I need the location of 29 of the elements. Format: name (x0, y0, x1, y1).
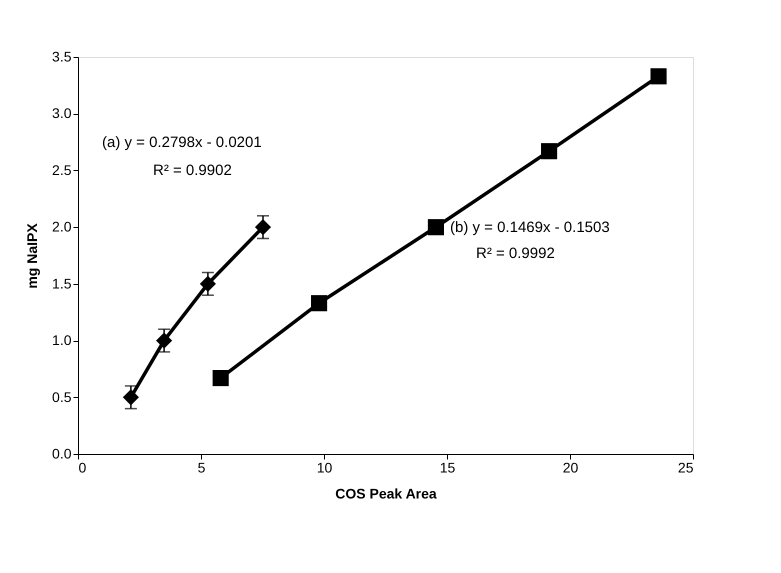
annotation: (b) y = 0.1469x - 0.1503 (450, 219, 610, 236)
y-tick-label: 0.5 (52, 388, 72, 405)
x-tick-label: 0 (78, 460, 86, 476)
y-tick-label: 1.0 (52, 332, 72, 348)
point (428, 219, 444, 236)
y-tick-label: 1.5 (52, 275, 72, 292)
x-tick-label: 15 (440, 460, 456, 476)
x-tick-label: 10 (316, 460, 332, 476)
y-tick-label: 0.0 (52, 446, 72, 462)
point (254, 219, 272, 236)
point (156, 332, 172, 349)
x-tick-label: 25 (678, 460, 694, 476)
y-tick-label: 2.0 (52, 218, 72, 235)
point (650, 68, 667, 84)
point (311, 295, 328, 312)
point (212, 370, 229, 386)
y-axis-title: mg NaIPX (24, 222, 40, 289)
y-tick-label: 3.5 (52, 48, 72, 64)
point (541, 143, 558, 160)
annotation: (a) y = 0.2798x - 0.0201 (102, 134, 262, 151)
x-tick-label: 5 (198, 460, 206, 476)
y-tick-label: 2.5 (52, 162, 72, 178)
y-tick-label: 3.0 (52, 105, 72, 122)
annotation: R² = 0.9992 (476, 245, 555, 262)
point (122, 389, 139, 406)
point (200, 276, 216, 292)
x-axis-title: COS Peak Area (335, 486, 437, 502)
annotation: R² = 0.9902 (153, 162, 232, 179)
x-tick-label: 20 (562, 460, 578, 476)
